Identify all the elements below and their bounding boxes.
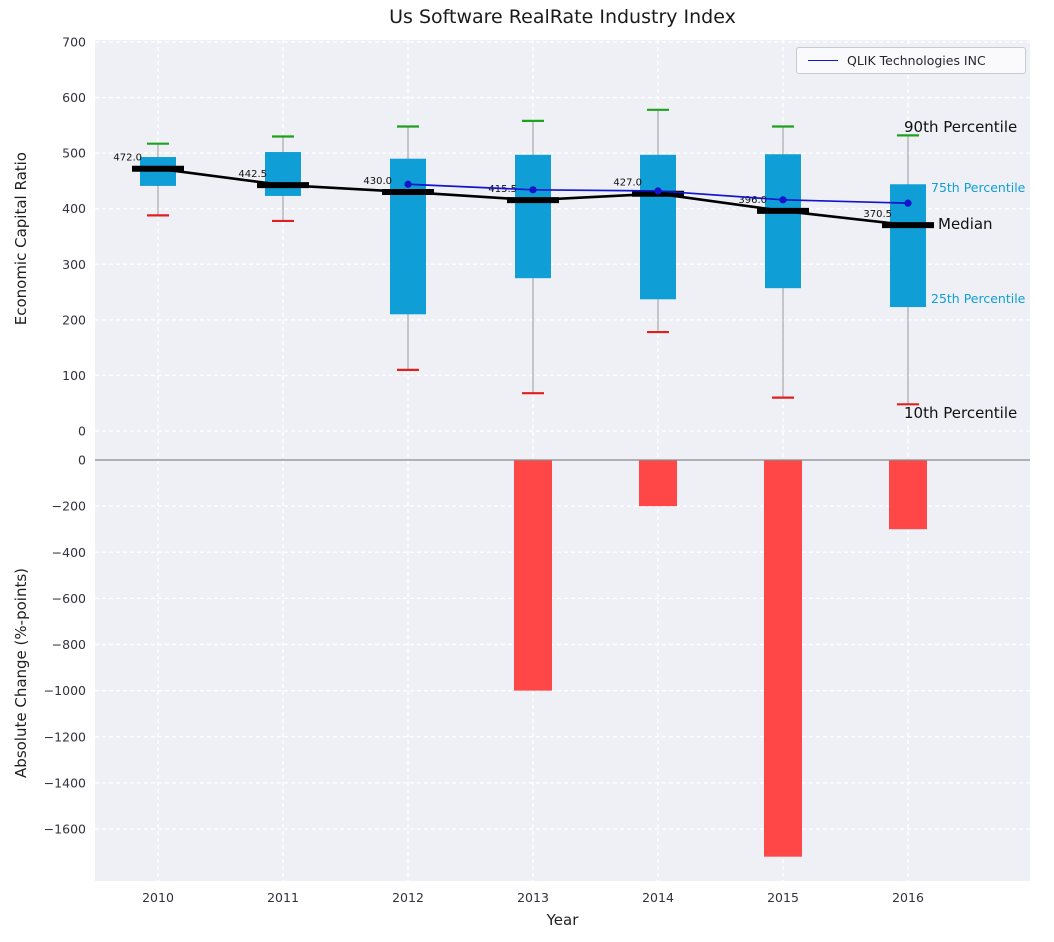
qlik-dot: [779, 196, 787, 204]
median-value-label-2013: 415.5: [488, 184, 517, 195]
x-tick-2012: 2012: [392, 890, 424, 905]
bottom-y-axis-label: Absolute Change (%-points): [12, 568, 30, 778]
iqr-box-2015: [765, 154, 801, 289]
annotation-10th-percentile: 10th Percentile: [904, 404, 1018, 422]
x-tick-2014: 2014: [642, 890, 674, 905]
median-value-label-2016: 370.5: [863, 209, 892, 220]
median-value-label-2010: 472.0: [113, 153, 142, 164]
legend-label: QLIK Technologies INC: [847, 53, 986, 68]
bottom-y-tick--800: −800: [52, 637, 86, 652]
bottom-y-tick--200: −200: [52, 499, 86, 514]
x-axis-label: Year: [546, 911, 579, 929]
qlik-line-swatch: [808, 60, 838, 61]
top-y-tick-500: 500: [62, 146, 86, 161]
top-y-tick-100: 100: [62, 368, 86, 383]
bottom-y-tick--400: −400: [52, 545, 86, 560]
x-tick-2015: 2015: [767, 890, 799, 905]
qlik-dot: [404, 180, 412, 188]
qlik-dot: [529, 186, 537, 194]
iqr-box-2013: [515, 154, 551, 279]
change-bar-2013: [514, 460, 552, 691]
x-tick-2013: 2013: [517, 890, 549, 905]
median-value-label-2015: 396.0: [738, 195, 767, 206]
qlik-dot: [654, 187, 662, 195]
x-tick-2011: 2011: [267, 890, 299, 905]
median-value-label-2014: 427.0: [613, 178, 642, 189]
x-tick-2016: 2016: [892, 890, 924, 905]
top-y-tick-600: 600: [62, 90, 86, 105]
bottom-y-tick--1200: −1200: [44, 729, 86, 744]
change-bar-2015: [764, 460, 802, 857]
change-bar-2016: [889, 460, 927, 530]
top-y-tick-200: 200: [62, 312, 86, 327]
bottom-y-tick--1000: −1000: [44, 683, 86, 698]
change-bar-2014: [639, 460, 677, 507]
iqr-box-2014: [640, 154, 676, 300]
chart-title: Us Software RealRate Industry Index: [389, 6, 736, 28]
bottom-y-tick--600: −600: [52, 591, 86, 606]
bottom-y-tick--1400: −1400: [44, 775, 86, 790]
bottom-y-tick-0: 0: [78, 453, 86, 468]
top-y-tick-400: 400: [62, 201, 86, 216]
median-value-label-2012: 430.0: [363, 176, 392, 187]
bottom-y-tick--1600: −1600: [44, 822, 86, 837]
legend-qlik: QLIK Technologies INC: [796, 47, 1026, 74]
top-y-tick-700: 700: [62, 35, 86, 50]
median-value-label-2011: 442.5: [238, 169, 267, 180]
annotation-25th-percentile: 25th Percentile: [931, 291, 1026, 306]
top-y-tick-0: 0: [78, 424, 86, 439]
top-y-axis-label: Economic Capital Ratio: [12, 152, 30, 326]
annotation-90th-percentile: 90th Percentile: [904, 118, 1018, 136]
annotation-75th-percentile: 75th Percentile: [931, 180, 1026, 195]
annotation-median: Median: [938, 215, 993, 233]
qlik-dot: [904, 199, 912, 207]
top-y-tick-300: 300: [62, 257, 86, 272]
iqr-box-2011: [265, 152, 301, 196]
x-tick-2010: 2010: [142, 890, 174, 905]
